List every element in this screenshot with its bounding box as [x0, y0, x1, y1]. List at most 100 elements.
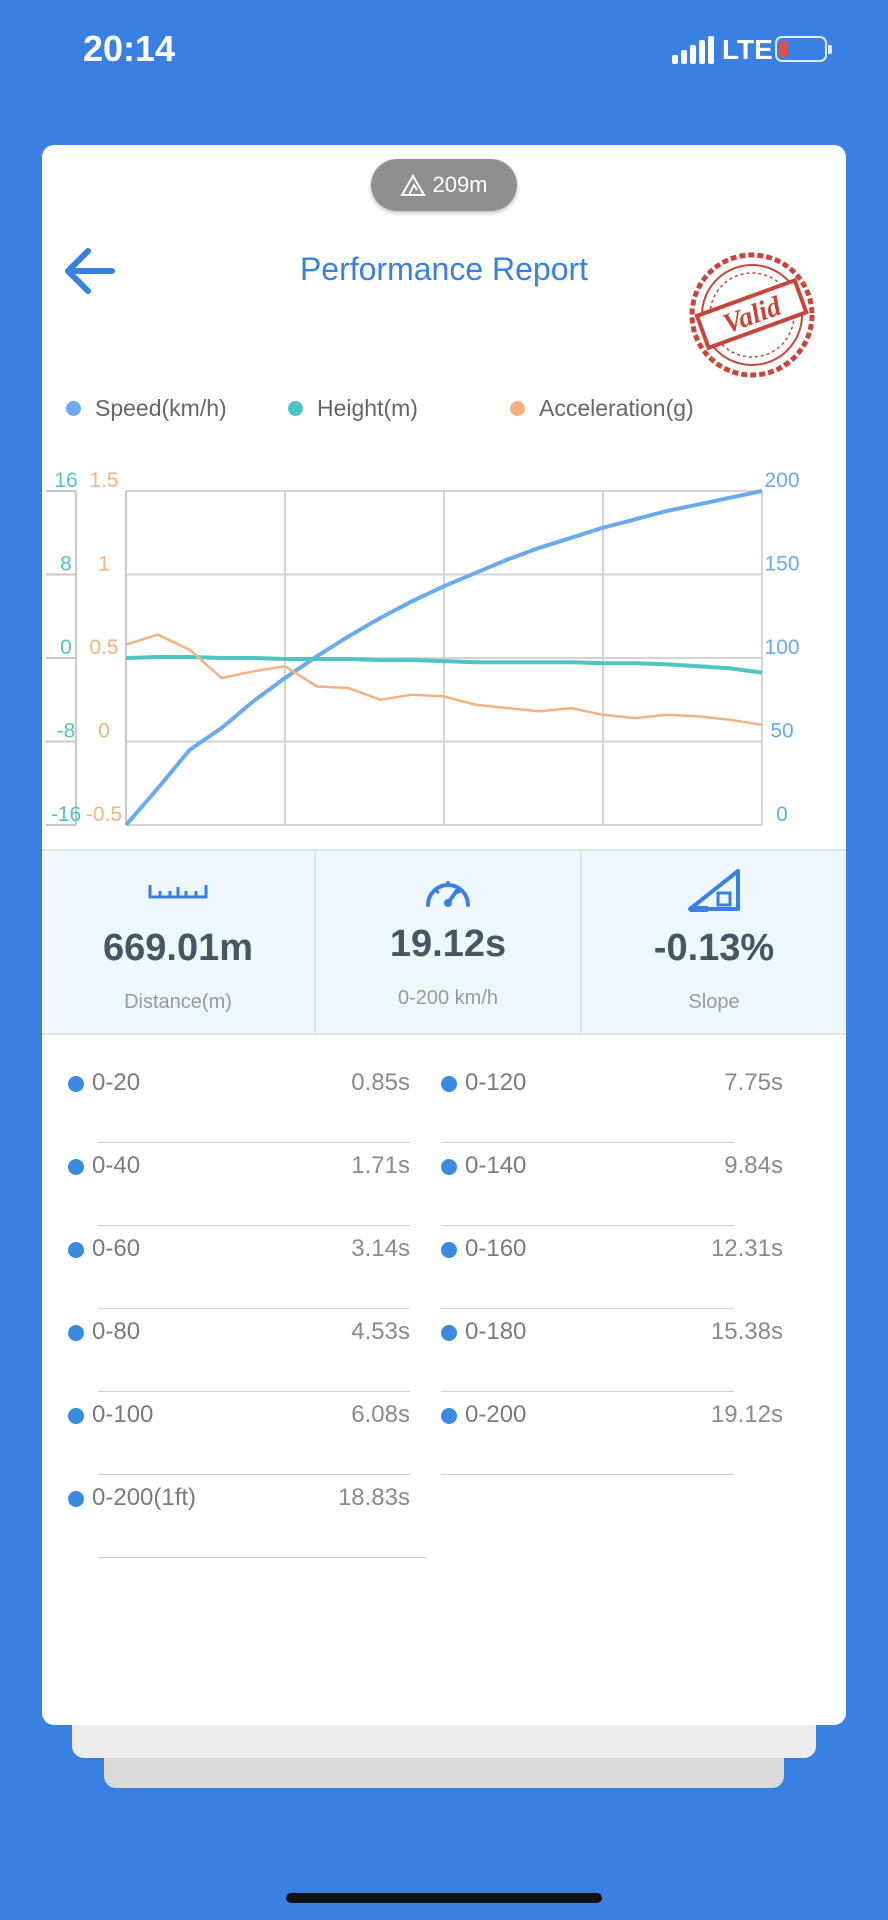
- list-item: 0-80 4.53s: [68, 1314, 410, 1354]
- list-item: 0-100 6.08s: [68, 1397, 410, 1437]
- stat-label: Distance(m): [124, 991, 232, 1013]
- divider: [441, 1474, 734, 1475]
- y-tick-label-speed: 200: [764, 469, 799, 492]
- home-indicator: [286, 1893, 602, 1903]
- series-line-heightm: [125, 655, 763, 675]
- divider: [98, 1557, 426, 1558]
- divider: [441, 1391, 734, 1392]
- split-value: 3.14s: [351, 1235, 410, 1262]
- list-item: 0-200(1ft) 18.83s: [68, 1480, 410, 1520]
- stat-value: 669.01m: [102, 927, 253, 969]
- page-title: Performance Report: [299, 251, 589, 287]
- legend-label: Acceleration(g): [539, 395, 694, 421]
- y-tick-label-height: 8: [60, 553, 72, 576]
- y-tick-label-acceleration: 1: [98, 553, 110, 576]
- bullet-dot: [441, 1325, 457, 1341]
- split-value: 0.85s: [351, 1069, 410, 1096]
- bullet-dot: [441, 1242, 457, 1258]
- split-value: 1.71s: [351, 1152, 410, 1179]
- back-arrow-icon[interactable]: [60, 243, 118, 299]
- split-value: 4.53s: [351, 1318, 410, 1345]
- divider: [441, 1142, 734, 1143]
- bullet-dot: [68, 1159, 84, 1175]
- y-tick-label-speed: 0: [776, 803, 788, 826]
- bullet-dot: [68, 1242, 84, 1258]
- list-item: 0-200 19.12s: [441, 1397, 783, 1437]
- split-label: 0-100: [92, 1401, 154, 1428]
- y-tick-label-speed: 50: [770, 720, 793, 743]
- stat-value: 19.12s: [389, 923, 507, 965]
- split-label: 0-40: [92, 1152, 141, 1179]
- bullet-dot: [68, 1325, 84, 1341]
- speedometer-icon: [426, 881, 470, 907]
- bullet-dot: [441, 1159, 457, 1175]
- legend-height: Height(m): [288, 395, 418, 422]
- legend-dot: [66, 401, 81, 416]
- bullet-dot: [68, 1491, 84, 1507]
- divider: [98, 1225, 410, 1226]
- bullet-dot: [441, 1076, 457, 1092]
- list-item: 0-140 9.84s: [441, 1148, 783, 1188]
- y-tick-label-speed: 100: [764, 636, 799, 659]
- divider: [441, 1225, 734, 1226]
- stat-distance: 669.01m Distance(m): [42, 851, 314, 1035]
- ruler-icon: [148, 885, 208, 899]
- split-value: 9.84s: [724, 1152, 783, 1179]
- series-line-accelerationg: [125, 633, 763, 727]
- split-label: 0-60: [92, 1235, 141, 1262]
- split-label: 0-200: [465, 1401, 527, 1428]
- stat-value: -0.13%: [653, 927, 775, 969]
- divider: [441, 1308, 734, 1309]
- split-value: 18.83s: [337, 1484, 410, 1511]
- split-value: 19.12s: [710, 1401, 783, 1428]
- stat-label: 0-200 km/h: [397, 987, 499, 1009]
- y-tick-label-height: 16: [54, 469, 77, 492]
- y-tick-label-height: -8: [57, 720, 76, 743]
- split-label: 0-120: [465, 1069, 527, 1096]
- split-label: 0-140: [465, 1152, 527, 1179]
- split-label: 0-180: [465, 1318, 527, 1345]
- stat-label: Slope: [688, 991, 740, 1013]
- legend-acceleration: Acceleration(g): [510, 395, 694, 422]
- stats-panel: 669.01m Distance(m) 19.12s 0-200 km/h -0…: [42, 849, 846, 1035]
- y-tick-label-speed: 150: [764, 553, 799, 576]
- divider: [98, 1391, 410, 1392]
- legend-label: Height(m): [317, 395, 418, 421]
- bullet-dot: [68, 1408, 84, 1424]
- report-card: 209m Performance Report Valid Speed(km/h…: [42, 145, 846, 1725]
- list-item: 0-160 12.31s: [441, 1231, 783, 1271]
- split-value: 6.08s: [351, 1401, 410, 1428]
- status-time: 20:14: [83, 28, 176, 69]
- series-line-speedkmh: [124, 489, 763, 827]
- split-label: 0-200(1ft): [92, 1484, 197, 1511]
- legend-dot: [510, 401, 525, 416]
- stat-slope: -0.13% Slope: [582, 851, 846, 1035]
- split-value: 15.38s: [710, 1318, 783, 1345]
- list-item: 0-20 0.85s: [68, 1065, 410, 1105]
- legend-speed: Speed(km/h): [66, 395, 227, 422]
- valid-stamp-icon: Valid: [689, 252, 815, 378]
- status-bar: 20:14 LTE: [0, 0, 888, 100]
- battery-icon: [775, 36, 832, 62]
- y-tick-label-acceleration: 1.5: [89, 469, 118, 492]
- y-tick-label-height: 0: [60, 636, 72, 659]
- bullet-dot: [68, 1076, 84, 1092]
- y-tick-label-acceleration: 0.5: [89, 636, 118, 659]
- performance-chart: 16 8 0 -8 -16 1.5 1 0.5 0 -0.5 200 150 100 50 0: [46, 469, 800, 827]
- list-item: 0-180 15.38s: [441, 1314, 783, 1354]
- split-label: 0-80: [92, 1318, 141, 1345]
- split-label: 0-20: [92, 1069, 141, 1096]
- list-item: 0-60 3.14s: [68, 1231, 410, 1271]
- y-tick-label-acceleration: 0: [98, 720, 110, 743]
- mountain-icon: [400, 174, 427, 196]
- signal-icon: [672, 36, 714, 64]
- stat-time: 19.12s 0-200 km/h: [316, 851, 580, 1035]
- altitude-value: 209m: [432, 172, 488, 197]
- split-label: 0-160: [465, 1235, 527, 1262]
- list-item: 0-120 7.75s: [441, 1065, 783, 1105]
- legend-dot: [288, 401, 303, 416]
- legend-label: Speed(km/h): [95, 395, 227, 421]
- divider: [98, 1142, 410, 1143]
- split-value: 12.31s: [710, 1235, 783, 1262]
- list-item: 0-40 1.71s: [68, 1148, 410, 1188]
